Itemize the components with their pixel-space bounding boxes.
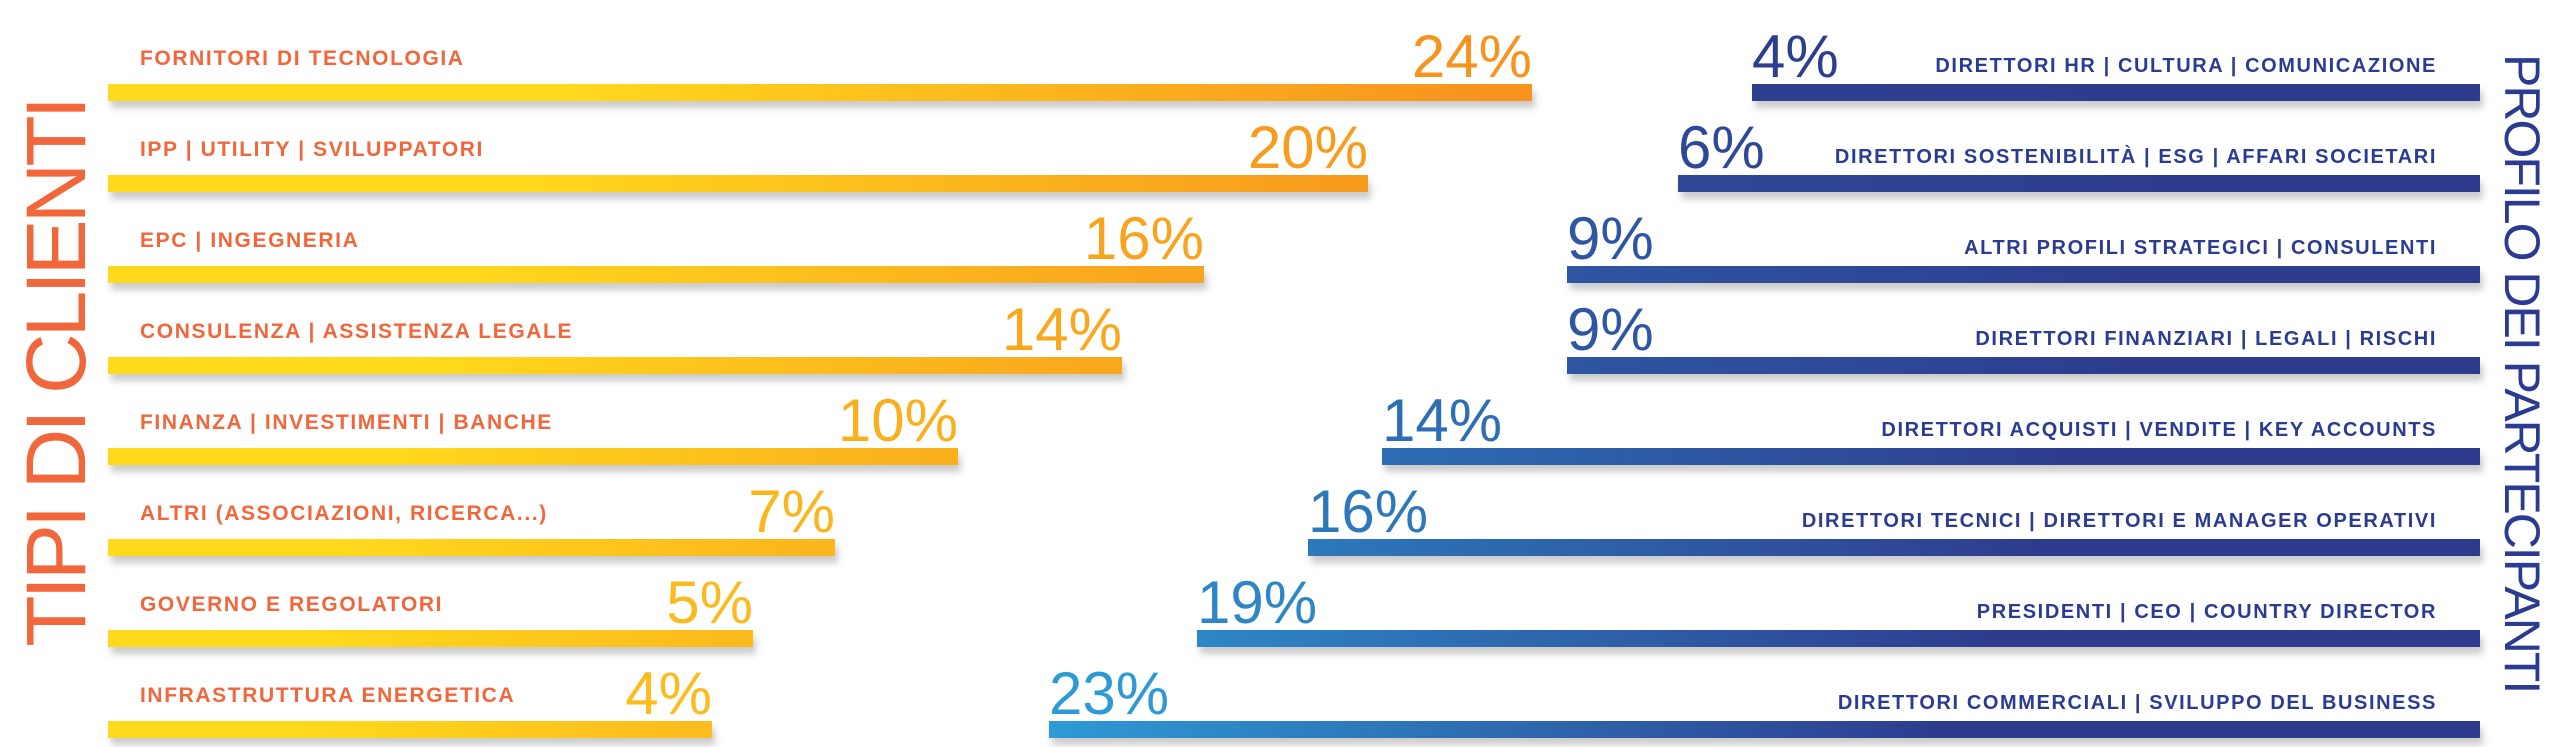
value-label: 10% (837, 387, 958, 454)
bar (1197, 630, 2480, 647)
value-label: 4% (1752, 23, 1839, 90)
value-label: 4% (625, 660, 712, 727)
category-label: INFRASTRUTTURA ENERGETICA (140, 684, 516, 707)
bar (108, 84, 1532, 101)
category-label: DIRETTORI HR | CULTURA | COMUNICAZIONE (1935, 55, 2437, 77)
category-label: ALTRI (ASSOCIAZIONI, RICERCA...) (140, 502, 548, 525)
category-label: DIRETTORI FINANZIARI | LEGALI | RISCHI (1975, 328, 2437, 350)
value-label: 23% (1049, 660, 1170, 727)
value-label: 14% (1382, 387, 1503, 454)
value-label: 16% (1083, 205, 1204, 272)
value-label: 9% (1567, 296, 1654, 363)
left-chart-title-text: TIPI DI CLIENTI (9, 100, 103, 647)
category-label: CONSULENZA | ASSISTENZA LEGALE (140, 320, 574, 343)
category-label: IPP | UTILITY | SVILUPPATORI (140, 138, 484, 161)
left-chart-title: TIPI DI CLIENTI (0, 0, 112, 747)
category-label: DIRETTORI SOSTENIBILITÀ | ESG | AFFARI S… (1834, 146, 2437, 168)
bar (108, 539, 835, 556)
bar (108, 175, 1368, 192)
bar (1678, 175, 2480, 192)
value-label: 7% (748, 478, 835, 545)
bar (108, 630, 753, 647)
value-label: 9% (1567, 205, 1654, 272)
right-chart-title: PROFILO DEI PARTECIPANTI (2486, 0, 2558, 747)
bar (1567, 357, 2480, 374)
category-label: EPC | INGEGNERIA (140, 229, 360, 252)
value-label: 6% (1678, 114, 1765, 181)
bar (1308, 539, 2480, 556)
value-label: 19% (1197, 569, 1318, 636)
value-label: 20% (1247, 114, 1368, 181)
category-label: DIRETTORI COMMERCIALI | SVILUPPO DEL BUS… (1837, 692, 2437, 714)
bar (108, 266, 1204, 283)
bar (108, 448, 958, 465)
bar (1752, 84, 2480, 101)
bar (1567, 266, 2480, 283)
category-label: DIRETTORI TECNICI | DIRETTORI E MANAGER … (1801, 510, 2437, 532)
value-label: 14% (1001, 296, 1122, 363)
value-label: 5% (666, 569, 753, 636)
category-label: DIRETTORI ACQUISTI | VENDITE | KEY ACCOU… (1881, 419, 2437, 441)
category-label: GOVERNO E REGOLATORI (140, 593, 444, 616)
category-label: ALTRI PROFILI STRATEGICI | CONSULENTI (1964, 237, 2437, 259)
value-label: 24% (1411, 23, 1532, 90)
bar (1049, 721, 2480, 738)
value-label: 16% (1308, 478, 1429, 545)
category-label: FINANZA | INVESTIMENTI | BANCHE (140, 411, 553, 434)
category-label: PRESIDENTI | CEO | COUNTRY DIRECTOR (1976, 601, 2437, 623)
bar (108, 357, 1122, 374)
right-chart-title-text: PROFILO DEI PARTECIPANTI (2494, 54, 2550, 693)
category-label: FORNITORI DI TECNOLOGIA (140, 47, 465, 70)
bar (108, 721, 712, 738)
bar (1382, 448, 2480, 465)
